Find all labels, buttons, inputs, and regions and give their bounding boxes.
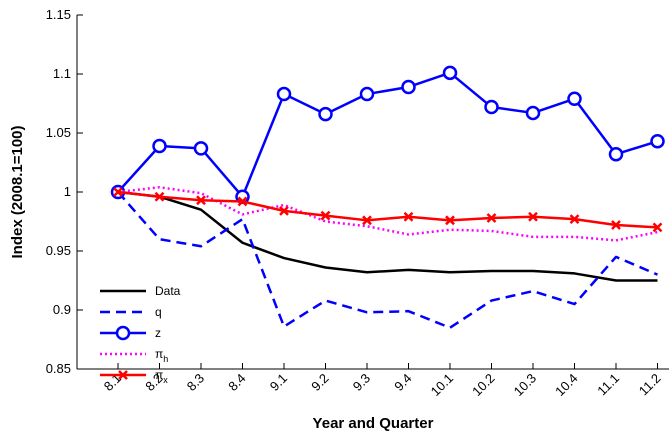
y-axis-title: Index (2008.1=100) bbox=[9, 125, 26, 258]
data-point bbox=[652, 222, 663, 233]
legend-marker bbox=[115, 325, 131, 341]
marker-stroke bbox=[113, 187, 123, 197]
data-point bbox=[154, 191, 165, 202]
series-line bbox=[117, 191, 658, 329]
marker-stroke bbox=[320, 210, 331, 221]
data-point bbox=[567, 91, 582, 107]
marker-stroke bbox=[445, 215, 455, 226]
x-tick-label: 9.4 bbox=[391, 371, 414, 394]
x-tick-label: 10.4 bbox=[552, 371, 581, 400]
legend-entry: πh bbox=[100, 347, 168, 364]
legend: Data qz πh πx bbox=[100, 284, 181, 385]
data-point bbox=[362, 215, 372, 226]
y-tick-label: 1.15 bbox=[46, 7, 71, 22]
data-point bbox=[445, 215, 455, 226]
series-1 bbox=[117, 190, 658, 282]
x-tick-label: 9.1 bbox=[267, 371, 290, 394]
series-line bbox=[117, 190, 658, 282]
series-line bbox=[117, 190, 658, 229]
x-tick-label: 11.2 bbox=[636, 371, 664, 399]
marker-stroke bbox=[528, 211, 538, 222]
x-tick-label: 10.1 bbox=[428, 371, 457, 400]
marker-stroke bbox=[486, 213, 497, 223]
data-point bbox=[486, 213, 497, 223]
data-point bbox=[113, 187, 123, 197]
legend-marker bbox=[118, 370, 128, 380]
data-point bbox=[525, 105, 541, 121]
series-4 bbox=[117, 186, 658, 242]
data-point bbox=[279, 205, 289, 216]
y-tick-label: 1.1 bbox=[53, 66, 71, 81]
data-point bbox=[320, 210, 331, 221]
marker-stroke bbox=[196, 195, 206, 206]
plot-area bbox=[77, 15, 669, 369]
data-point bbox=[484, 99, 499, 115]
marker-stroke bbox=[611, 220, 621, 230]
legend-label: πx bbox=[155, 368, 168, 385]
data-point bbox=[528, 211, 538, 222]
legend-label: z bbox=[155, 326, 161, 340]
x-tick-label: 9.3 bbox=[350, 371, 373, 394]
legend-entry: πx bbox=[100, 368, 168, 385]
marker-stroke bbox=[403, 211, 414, 222]
x-axis-title: Year and Quarter bbox=[313, 415, 434, 432]
x-tick-label: 8.3 bbox=[184, 371, 207, 394]
y-tick-label: 1 bbox=[64, 184, 71, 199]
series-line bbox=[117, 186, 658, 242]
marker-stroke bbox=[237, 196, 248, 207]
data-point bbox=[401, 79, 416, 95]
data-point bbox=[608, 146, 624, 162]
x-tick-label: 10.3 bbox=[511, 371, 540, 400]
series-line bbox=[117, 71, 658, 198]
series-2 bbox=[117, 191, 658, 329]
y-tick-label: 0.95 bbox=[46, 243, 71, 258]
x-tick-label: 8.4 bbox=[225, 371, 248, 394]
marker-stroke bbox=[652, 222, 663, 233]
marker-stroke bbox=[279, 205, 289, 216]
marker-stroke bbox=[154, 191, 165, 202]
marker-stroke bbox=[362, 215, 372, 226]
data-point bbox=[193, 141, 209, 156]
x-tick-label: 11.1 bbox=[594, 371, 622, 399]
y-tick-label: 0.85 bbox=[46, 361, 71, 376]
series-5 bbox=[113, 187, 663, 233]
x-tick-label: 9.2 bbox=[308, 371, 331, 394]
data-point bbox=[611, 220, 621, 230]
data-point bbox=[237, 196, 248, 207]
y-tick-label: 1.05 bbox=[46, 125, 71, 140]
legend-label: Data bbox=[155, 284, 181, 298]
data-point bbox=[442, 65, 458, 81]
legend-entry: z bbox=[100, 325, 161, 341]
series-3 bbox=[110, 65, 665, 204]
marker-stroke bbox=[569, 214, 580, 225]
data-point bbox=[152, 138, 167, 154]
legend-label: q bbox=[155, 305, 162, 319]
data-point bbox=[403, 211, 414, 222]
data-point bbox=[569, 214, 580, 225]
x-axis: 8.1 8.2 8.3 8.4 9.1 9.2 9.3 9.4 10.1 10.2 10.3 10.4… bbox=[77, 363, 669, 399]
legend-entry: Data bbox=[100, 284, 181, 298]
series-layer bbox=[110, 65, 665, 329]
data-point bbox=[359, 86, 375, 102]
x-tick-label: 10.2 bbox=[469, 371, 498, 400]
y-axis: 0.85 0.9 0.95 1 1.05 1.1 1.15 bbox=[46, 7, 83, 376]
y-tick-label: 0.9 bbox=[53, 302, 71, 317]
data-point bbox=[196, 195, 206, 206]
data-point bbox=[318, 106, 333, 122]
data-point bbox=[276, 86, 292, 102]
marker-stroke bbox=[118, 370, 128, 380]
legend-label: πh bbox=[155, 347, 168, 364]
data-point bbox=[650, 134, 665, 149]
legend-entry: q bbox=[100, 305, 162, 319]
